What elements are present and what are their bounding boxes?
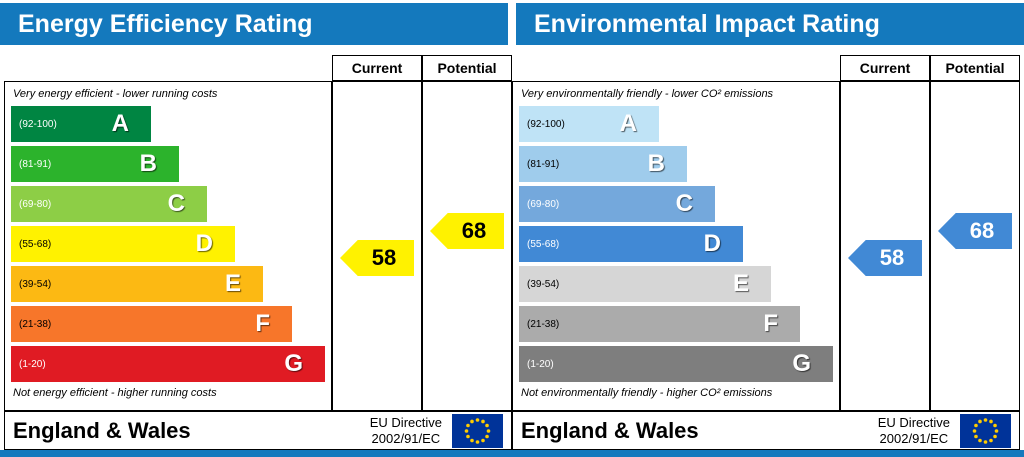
band-a: (92-100) A	[519, 106, 659, 142]
panel-footer: England & Wales EU Directive 2002/91/EC	[512, 411, 1020, 450]
band-f: (21-38) F	[11, 306, 292, 342]
band-c-range: (69-80)	[19, 198, 52, 210]
band-g: (1-20) G	[519, 346, 833, 382]
band-g-letter: G	[792, 350, 811, 377]
current-column-header: Current	[840, 55, 930, 81]
bottom-accent-strip	[0, 450, 1024, 457]
energy-rating-scale: Very energy efficient - lower running co…	[4, 81, 332, 411]
current-value-column: 58	[332, 81, 422, 411]
band-b: (81-91) B	[519, 146, 687, 182]
band-c-range: (69-80)	[527, 198, 560, 210]
eu-directive-line2: 2002/91/EC	[371, 430, 441, 446]
eu-flag-icon	[960, 413, 1011, 448]
band-b-letter: B	[139, 150, 157, 177]
potential-rating-arrow: 68	[430, 213, 504, 249]
eu-directive-label: EU Directive 2002/91/EC	[878, 415, 950, 447]
band-e-letter: E	[732, 270, 749, 297]
top-caption: Very environmentally friendly - lower CO…	[521, 88, 774, 100]
current-column-header: Current	[332, 55, 422, 81]
environmental-rating-scale: Very environmentally friendly - lower CO…	[512, 81, 840, 411]
band-d-range: (55-68)	[527, 238, 560, 250]
band-d: (55-68) D	[519, 226, 743, 262]
band-e-range: (39-54)	[19, 278, 52, 290]
band-f-range: (21-38)	[19, 318, 52, 330]
energy-rating-title: Energy Efficiency Rating	[0, 3, 508, 45]
eu-directive-label: EU Directive 2002/91/EC	[370, 415, 442, 447]
band-f: (21-38) F	[519, 306, 800, 342]
band-b-letter: B	[647, 150, 665, 177]
band-a: (92-100) A	[11, 106, 151, 142]
band-g: (1-20) G	[11, 346, 325, 382]
panel-footer: England & Wales EU Directive 2002/91/EC	[4, 411, 512, 450]
band-a-range: (92-100)	[19, 118, 57, 130]
bottom-caption: Not environmentally friendly - higher CO…	[521, 387, 773, 399]
band-b-range: (81-91)	[19, 158, 52, 170]
band-c: (69-80) C	[519, 186, 715, 222]
band-b-range: (81-91)	[527, 158, 560, 170]
panels-row: Current Potential Very energy efficient …	[0, 45, 1024, 450]
current-value-column: 58	[840, 81, 930, 411]
eu-flag-icon	[452, 413, 503, 448]
eu-directive-line2: 2002/91/EC	[879, 430, 949, 446]
band-d-letter: D	[703, 230, 721, 257]
potential-column-header: Potential	[422, 55, 512, 81]
header-spacer	[512, 55, 840, 81]
band-f-range: (21-38)	[527, 318, 560, 330]
region-label: England & Wales	[13, 417, 191, 443]
band-e-letter: E	[224, 270, 241, 297]
band-b: (81-91) B	[11, 146, 179, 182]
band-f-letter: F	[255, 310, 270, 337]
potential-value-column: 68	[422, 81, 512, 411]
band-a-letter: A	[111, 110, 129, 137]
band-f-letter: F	[763, 310, 778, 337]
band-d-range: (55-68)	[19, 238, 52, 250]
environmental-rating-title: Environmental Impact Rating	[516, 3, 1024, 45]
top-caption: Very energy efficient - lower running co…	[13, 88, 218, 100]
current-rating-arrow: 58	[340, 240, 414, 276]
band-a-letter: A	[619, 110, 637, 137]
bottom-caption: Not energy efficient - higher running co…	[13, 387, 217, 399]
eu-directive-line1: EU Directive	[877, 414, 950, 430]
region-label: England & Wales	[521, 417, 699, 443]
band-d: (55-68) D	[11, 226, 235, 262]
band-g-range: (1-20)	[527, 358, 554, 370]
potential-column-header: Potential	[930, 55, 1020, 81]
band-e: (39-54) E	[11, 266, 263, 302]
title-bar: Energy Efficiency Rating Environmental I…	[0, 0, 1024, 45]
band-g-range: (1-20)	[19, 358, 46, 370]
band-g-letter: G	[284, 350, 303, 377]
header-spacer	[4, 55, 332, 81]
band-c-letter: C	[167, 190, 185, 217]
energy-efficiency-panel: Current Potential Very energy efficient …	[4, 55, 512, 450]
eu-directive-line1: EU Directive	[369, 414, 442, 430]
environmental-impact-panel: Current Potential Very environmentally f…	[512, 55, 1020, 450]
band-d-letter: D	[195, 230, 213, 257]
band-e-range: (39-54)	[527, 278, 560, 290]
potential-value-column: 68	[930, 81, 1020, 411]
band-c-letter: C	[675, 190, 693, 217]
current-rating-arrow: 58	[848, 240, 922, 276]
potential-rating-arrow: 68	[938, 213, 1012, 249]
band-c: (69-80) C	[11, 186, 207, 222]
band-e: (39-54) E	[519, 266, 771, 302]
band-a-range: (92-100)	[527, 118, 565, 130]
